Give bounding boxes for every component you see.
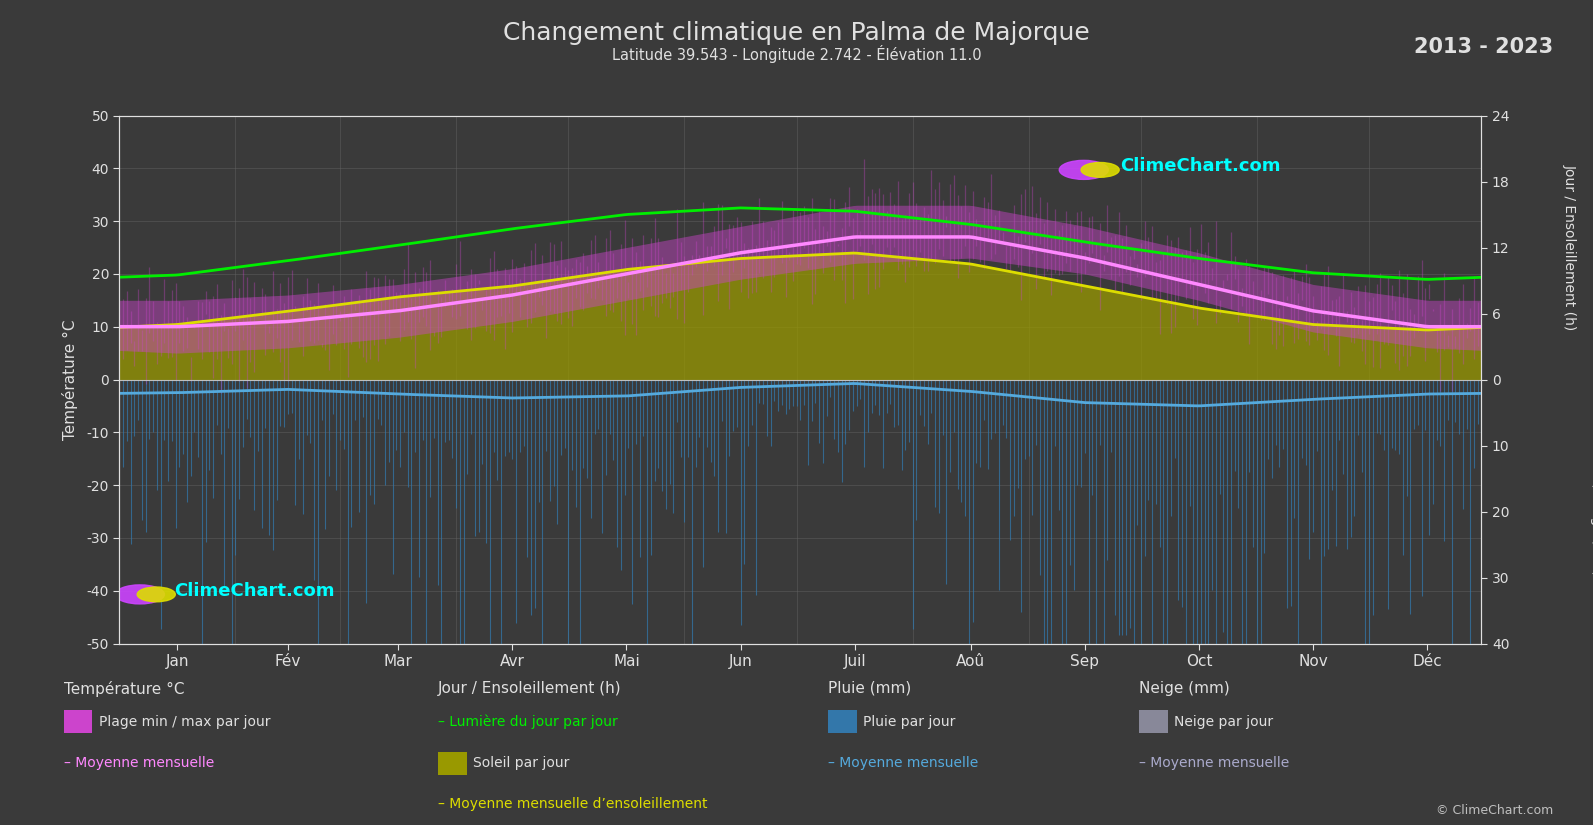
Text: Neige (mm): Neige (mm) <box>1139 681 1230 695</box>
Text: Pluie par jour: Pluie par jour <box>863 715 956 728</box>
Text: 2013 - 2023: 2013 - 2023 <box>1415 37 1553 57</box>
Y-axis label: Température °C: Température °C <box>62 319 78 440</box>
Text: © ClimeChart.com: © ClimeChart.com <box>1435 804 1553 817</box>
Text: Température °C: Température °C <box>64 681 185 696</box>
Text: Pluie (mm): Pluie (mm) <box>828 681 911 695</box>
Text: ClimeChart.com: ClimeChart.com <box>174 582 335 600</box>
Circle shape <box>1059 160 1109 179</box>
Text: Plage min / max par jour: Plage min / max par jour <box>99 715 271 728</box>
Text: – Moyenne mensuelle: – Moyenne mensuelle <box>64 757 213 770</box>
Text: – Moyenne mensuelle: – Moyenne mensuelle <box>1139 757 1289 770</box>
Text: Jour / Ensoleillement (h): Jour / Ensoleillement (h) <box>1563 164 1577 331</box>
Text: – Moyenne mensuelle d’ensoleillement: – Moyenne mensuelle d’ensoleillement <box>438 798 707 811</box>
Circle shape <box>137 587 175 601</box>
Text: Jour / Ensoleillement (h): Jour / Ensoleillement (h) <box>438 681 621 695</box>
Circle shape <box>1082 163 1120 177</box>
Text: Soleil par jour: Soleil par jour <box>473 757 569 770</box>
Text: Pluie / Neige (mm): Pluie / Neige (mm) <box>1590 447 1593 576</box>
Text: Neige par jour: Neige par jour <box>1174 715 1273 728</box>
Text: Changement climatique en Palma de Majorque: Changement climatique en Palma de Majorq… <box>503 21 1090 45</box>
Circle shape <box>115 585 164 604</box>
Text: – Lumière du jour par jour: – Lumière du jour par jour <box>438 714 618 729</box>
Text: Latitude 39.543 - Longitude 2.742 - Élévation 11.0: Latitude 39.543 - Longitude 2.742 - Élév… <box>612 45 981 64</box>
Text: ClimeChart.com: ClimeChart.com <box>1120 157 1281 175</box>
Text: – Moyenne mensuelle: – Moyenne mensuelle <box>828 757 978 770</box>
